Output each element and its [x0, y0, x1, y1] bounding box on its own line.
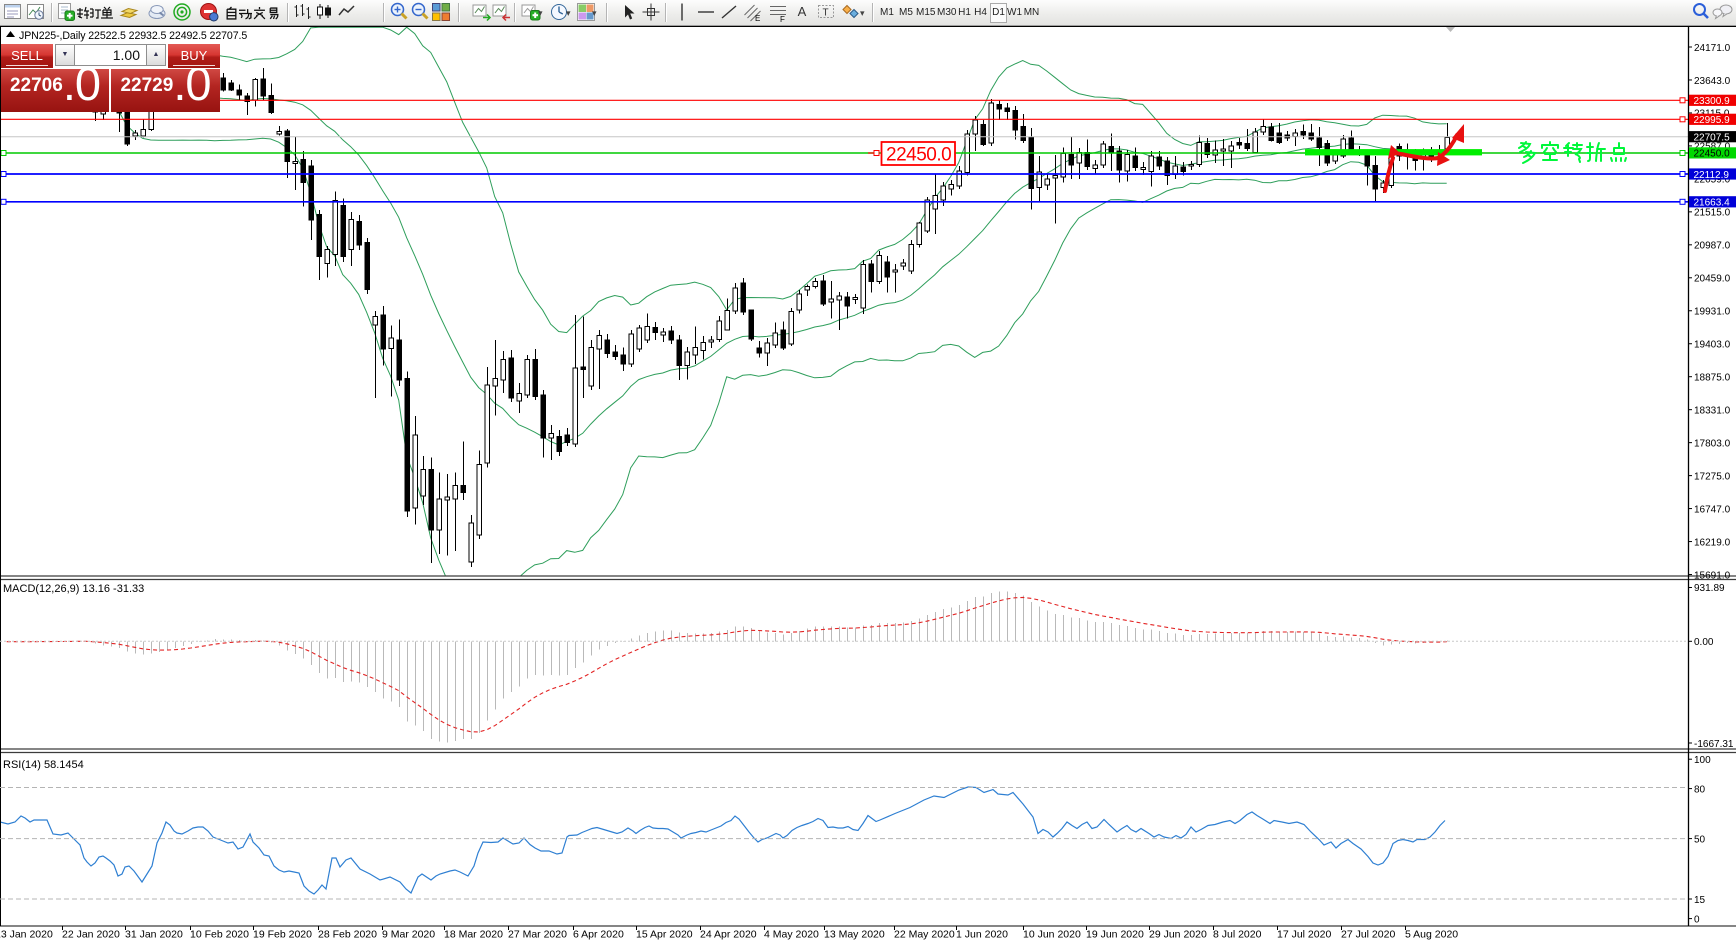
svg-text:16219.0: 16219.0	[1694, 537, 1731, 548]
svg-text:15 Apr 2020: 15 Apr 2020	[636, 929, 693, 941]
svg-text:17803.0: 17803.0	[1694, 438, 1731, 449]
svg-text:22450.0: 22450.0	[1694, 149, 1731, 160]
svg-text:15691.0: 15691.0	[1694, 570, 1731, 581]
svg-text:22450.0: 22450.0	[886, 145, 951, 166]
svg-text:1 Jun 2020: 1 Jun 2020	[956, 929, 1008, 941]
svg-text:17 Jul 2020: 17 Jul 2020	[1277, 929, 1331, 941]
svg-text:31 Jan 2020: 31 Jan 2020	[125, 929, 183, 941]
svg-text:F: F	[780, 15, 785, 22]
svg-text:10 Feb 2020: 10 Feb 2020	[190, 929, 249, 941]
svg-text:20987.0: 20987.0	[1694, 241, 1731, 252]
svg-text:10 Jun 2020: 10 Jun 2020	[1023, 929, 1081, 941]
svg-text:0.00: 0.00	[1694, 637, 1714, 648]
svg-text:22 May 2020: 22 May 2020	[894, 929, 955, 941]
svg-text:27 Mar 2020: 27 Mar 2020	[508, 929, 567, 941]
svg-text:22587.0: 22587.0	[1694, 142, 1731, 153]
svg-text:13 May 2020: 13 May 2020	[824, 929, 885, 941]
svg-text:23300.9: 23300.9	[1694, 96, 1731, 107]
svg-text:9 Mar 2020: 9 Mar 2020	[382, 929, 435, 941]
svg-text:21515.0: 21515.0	[1694, 208, 1731, 219]
svg-text:18 Mar 2020: 18 Mar 2020	[444, 929, 503, 941]
svg-text:JPN225-,Daily 22522.5 22932.5: JPN225-,Daily 22522.5 22932.5 22492.5 22…	[19, 30, 247, 42]
svg-text:21663.4: 21663.4	[1694, 198, 1731, 209]
svg-text:MACD(12,26,9) 13.16 -31.33: MACD(12,26,9) 13.16 -31.33	[3, 583, 144, 595]
svg-text:29 Jun 2020: 29 Jun 2020	[1149, 929, 1207, 941]
svg-text:22 Jan 2020: 22 Jan 2020	[62, 929, 120, 941]
svg-text:80: 80	[1694, 784, 1706, 795]
svg-text:22707.5: 22707.5	[1694, 133, 1731, 144]
svg-text:4 May 2020: 4 May 2020	[764, 929, 819, 941]
svg-text:13 Jan 2020: 13 Jan 2020	[0, 929, 53, 941]
svg-text:22995.9: 22995.9	[1694, 115, 1731, 126]
svg-text:5 Aug 2020: 5 Aug 2020	[1405, 929, 1458, 941]
svg-text:T: T	[823, 8, 829, 19]
svg-text:20459.0: 20459.0	[1694, 274, 1731, 285]
svg-text:17275.0: 17275.0	[1694, 471, 1731, 482]
svg-text:100: 100	[1694, 755, 1711, 766]
svg-text:18331.0: 18331.0	[1694, 405, 1731, 416]
svg-text:50: 50	[1694, 834, 1706, 845]
svg-text:E: E	[755, 14, 760, 22]
svg-text:19403.0: 19403.0	[1694, 340, 1731, 351]
svg-text:16747.0: 16747.0	[1694, 504, 1731, 515]
svg-text:19 Feb 2020: 19 Feb 2020	[253, 929, 312, 941]
svg-text:19 Jun 2020: 19 Jun 2020	[1086, 929, 1144, 941]
svg-text:8 Jul 2020: 8 Jul 2020	[1213, 929, 1262, 941]
svg-text:-1667.31: -1667.31	[1694, 739, 1734, 750]
svg-text:0: 0	[1694, 914, 1700, 925]
svg-text:22112.9: 22112.9	[1694, 170, 1730, 181]
svg-text:24 Apr 2020: 24 Apr 2020	[700, 929, 757, 941]
svg-text:931.89: 931.89	[1694, 583, 1725, 594]
svg-text:6 Apr 2020: 6 Apr 2020	[573, 929, 624, 941]
svg-text:23643.0: 23643.0	[1694, 76, 1731, 87]
svg-text:24171.0: 24171.0	[1694, 43, 1731, 54]
svg-text:27 Jul 2020: 27 Jul 2020	[1341, 929, 1395, 941]
svg-text:18875.0: 18875.0	[1694, 373, 1731, 384]
svg-text:15: 15	[1694, 895, 1706, 906]
svg-text:RSI(14) 58.1454: RSI(14) 58.1454	[3, 759, 84, 771]
svg-text:22059.0: 22059.0	[1694, 175, 1731, 186]
svg-text:28 Feb 2020: 28 Feb 2020	[318, 929, 377, 941]
svg-text:19931.0: 19931.0	[1694, 307, 1731, 318]
